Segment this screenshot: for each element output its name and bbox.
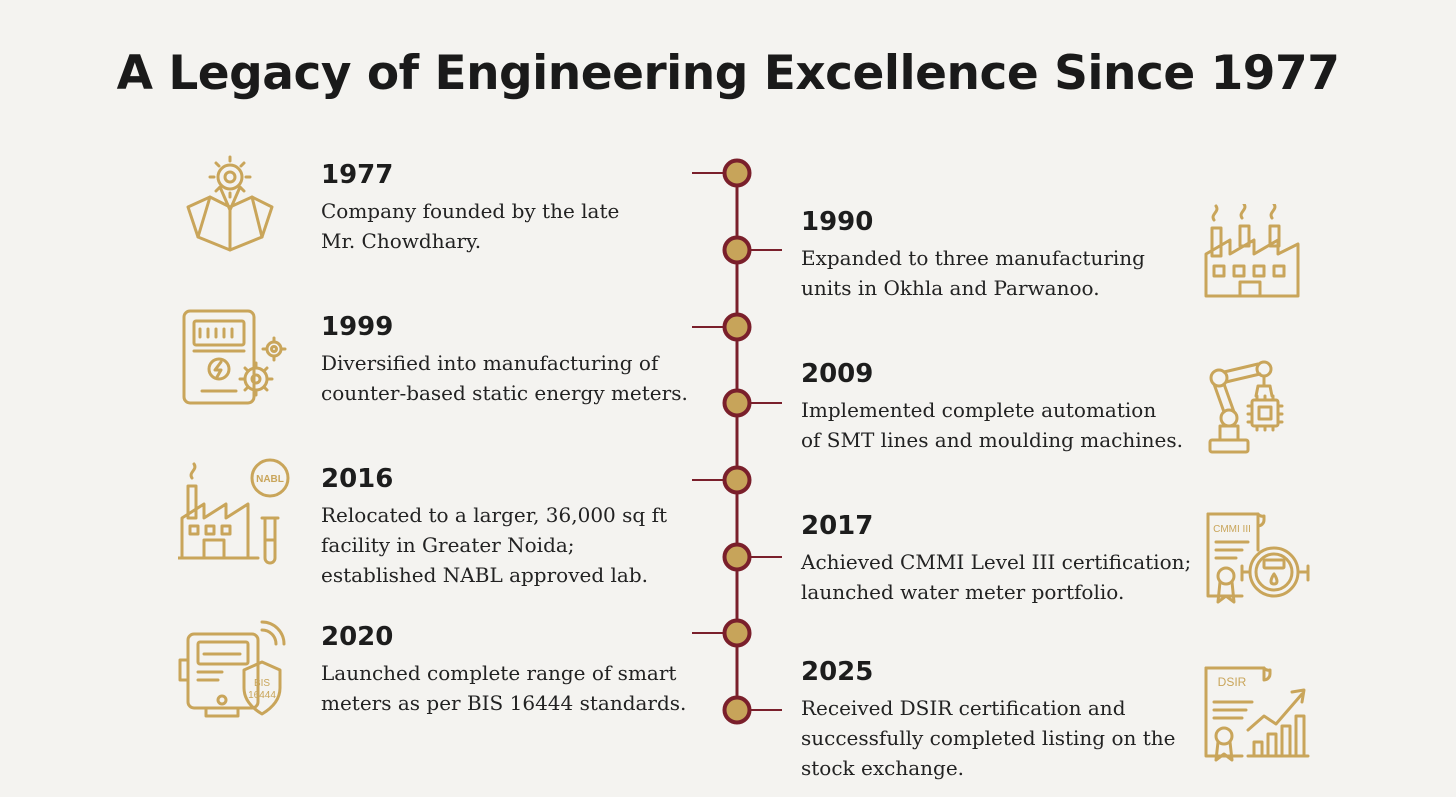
- milestone-year: 2017: [801, 511, 874, 541]
- dsir-badge-text: DSIR: [1218, 675, 1247, 689]
- certificate-growth-chart-icon: DSIR: [1204, 666, 1310, 762]
- milestone-1999: 1999 Diversified into manufacturing of c…: [321, 312, 721, 408]
- milestone-2016: 2016 Relocated to a larger, 36,000 sq ft…: [321, 464, 721, 590]
- map-location-gear-icon: [186, 155, 274, 252]
- milestone-2025: 2025 Received DSIR certification and suc…: [801, 657, 1211, 783]
- desc-line: Relocated to a larger, 36,000 sq ft: [321, 503, 668, 527]
- desc-line: meters as per BIS 16444 standards.: [321, 691, 687, 715]
- certificate-water-meter-icon: CMMI III: [1206, 512, 1310, 604]
- desc-line: of SMT lines and moulding machines.: [801, 428, 1184, 452]
- timeline-node-2009: [722, 388, 752, 418]
- milestone-1990: 1990 Expanded to three manufacturing uni…: [801, 207, 1201, 303]
- milestone-year: 1999: [321, 312, 394, 342]
- milestone-2009: 2009 Implemented complete automation of …: [801, 359, 1201, 455]
- timeline-node-1977: [722, 158, 752, 188]
- milestone-description: Expanded to three manufacturing units in…: [801, 243, 1201, 303]
- milestone-description: Company founded by the late Mr. Chowdhar…: [321, 196, 721, 256]
- timeline-node-2020: [722, 618, 752, 648]
- milestone-description: Diversified into manufacturing of counte…: [321, 348, 721, 408]
- desc-line: units in Okhla and Parwanoo.: [801, 276, 1100, 300]
- desc-line: Mr. Chowdhary.: [321, 229, 482, 253]
- timeline-node-2017: [722, 542, 752, 572]
- desc-line: facility in Greater Noida;: [321, 533, 575, 557]
- desc-line: established NABL approved lab.: [321, 563, 648, 587]
- energy-meter-gears-icon: [182, 309, 287, 405]
- page-title: A Legacy of Engineering Excellence Since…: [116, 46, 1340, 101]
- milestone-year: 2020: [321, 622, 394, 652]
- desc-line: Achieved CMMI Level III certification;: [801, 550, 1192, 574]
- factory-nabl-lab-icon: NABL: [178, 458, 290, 565]
- nabl-badge-text: NABL: [256, 474, 284, 485]
- milestone-description: Implemented complete automation of SMT l…: [801, 395, 1201, 455]
- milestone-2017: 2017 Achieved CMMI Level III certificati…: [801, 511, 1201, 607]
- desc-line: stock exchange.: [801, 756, 965, 780]
- desc-line: Launched complete range of smart: [321, 661, 677, 685]
- milestone-1977: 1977 Company founded by the late Mr. Cho…: [321, 160, 721, 256]
- cmmi-badge-text: CMMI III: [1213, 524, 1251, 535]
- desc-line: Received DSIR certification and: [801, 696, 1126, 720]
- milestone-year: 2009: [801, 359, 874, 389]
- desc-line: Company founded by the late: [321, 199, 620, 223]
- milestone-description: Relocated to a larger, 36,000 sq ft faci…: [321, 500, 721, 590]
- milestone-2020: 2020 Launched complete range of smart me…: [321, 622, 721, 718]
- milestone-description: Launched complete range of smart meters …: [321, 658, 721, 718]
- bis-badge-text: BIS: [254, 678, 270, 689]
- milestone-year: 2025: [801, 657, 874, 687]
- milestone-description: Received DSIR certification and successf…: [801, 693, 1211, 783]
- factory-icon: [1204, 204, 1300, 298]
- desc-line: successfully completed listing on the: [801, 726, 1176, 750]
- milestone-year: 1977: [321, 160, 394, 190]
- desc-line: Implemented complete automation: [801, 398, 1157, 422]
- timeline-node-1999: [722, 312, 752, 342]
- desc-line: counter-based static energy meters.: [321, 381, 688, 405]
- milestone-year: 1990: [801, 207, 874, 237]
- desc-line: Expanded to three manufacturing: [801, 246, 1145, 270]
- desc-line: Diversified into manufacturing of: [321, 351, 659, 375]
- timeline-node-2016: [722, 465, 752, 495]
- timeline-node-2025: [722, 695, 752, 725]
- bis-badge-number: 16444: [248, 690, 276, 701]
- timeline-node-1990: [722, 235, 752, 265]
- robotic-arm-chip-icon: [1208, 360, 1284, 454]
- milestone-year: 2016: [321, 464, 394, 494]
- milestone-description: Achieved CMMI Level III certification; l…: [801, 547, 1201, 607]
- smart-meter-shield-icon: BIS 16444: [178, 620, 286, 718]
- desc-line: launched water meter portfolio.: [801, 580, 1125, 604]
